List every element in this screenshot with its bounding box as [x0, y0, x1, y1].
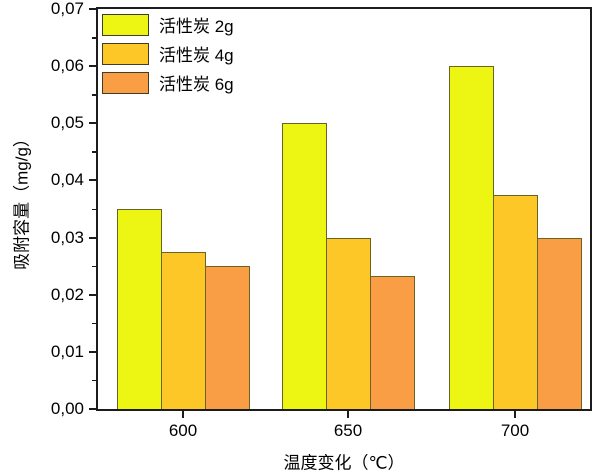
- bar-700-s1: [492, 194, 538, 409]
- y-major-tick: [89, 293, 96, 296]
- y-minor-tick: [92, 208, 96, 210]
- legend: 活性炭 2g 活性炭 4g 活性炭 6g: [102, 12, 234, 99]
- y-minor-tick: [92, 265, 96, 268]
- x-major-tick: [182, 411, 184, 418]
- y-major-tick: [89, 350, 96, 353]
- y-tick-label: 0,05: [50, 113, 84, 133]
- y-tick-label: 0,07: [50, 0, 84, 18]
- legend-label-series-0: 活性炭 2g: [159, 17, 234, 36]
- y-major-tick: [89, 8, 96, 10]
- legend-item-series-2: 活性炭 6g: [102, 70, 234, 95]
- y-major-tick: [89, 236, 96, 239]
- legend-swatch-series-2: [102, 71, 149, 94]
- x-axis-title: 温度变化（℃）: [283, 453, 405, 473]
- bar-600-s0: [116, 209, 162, 409]
- legend-item-series-1: 活性炭 4g: [102, 41, 234, 66]
- bar-600-s1: [160, 251, 206, 409]
- x-tick-label: 650: [333, 421, 363, 440]
- bar-600-s2: [204, 266, 250, 409]
- legend-label-series-2: 活性炭 6g: [159, 75, 234, 94]
- bar-650-s0: [281, 123, 327, 409]
- x-tick-label: 600: [168, 421, 198, 440]
- bar-650-s2: [369, 275, 415, 409]
- x-tick-label: 700: [500, 421, 530, 440]
- bar-700-s2: [536, 237, 582, 409]
- y-major-tick: [89, 408, 96, 410]
- legend-swatch-series-1: [102, 42, 149, 65]
- y-major-tick: [89, 179, 96, 182]
- y-tick-label: 0,00: [50, 399, 84, 418]
- legend-label-series-1: 活性炭 4g: [159, 46, 234, 65]
- y-tick-label: 0,03: [50, 227, 84, 247]
- y-minor-tick: [92, 379, 96, 382]
- x-major-tick: [347, 411, 349, 418]
- y-minor-tick: [92, 94, 96, 96]
- y-minor-tick: [92, 37, 96, 39]
- y-major-tick: [89, 122, 96, 125]
- y-tick-label: 0,04: [50, 170, 84, 190]
- y-minor-tick: [92, 151, 96, 153]
- y-tick-label: 0,06: [50, 56, 84, 76]
- legend-item-series-0: 活性炭 2g: [102, 12, 234, 37]
- x-major-tick: [514, 411, 516, 418]
- y-major-tick: [89, 65, 96, 68]
- y-tick-label: 0,02: [50, 284, 84, 304]
- legend-swatch-series-0: [102, 13, 149, 36]
- y-minor-tick: [92, 322, 96, 325]
- y-tick-label: 0,01: [50, 341, 84, 361]
- bar-700-s0: [448, 66, 494, 409]
- y-axis-title: 吸附容量（mg/g）: [12, 130, 32, 270]
- bar-650-s1: [325, 237, 371, 409]
- plot-area: 活性炭 2g 活性炭 4g 活性炭 6g 0,00 0,01 0,02 0,03 0,0…: [51, 0, 592, 439]
